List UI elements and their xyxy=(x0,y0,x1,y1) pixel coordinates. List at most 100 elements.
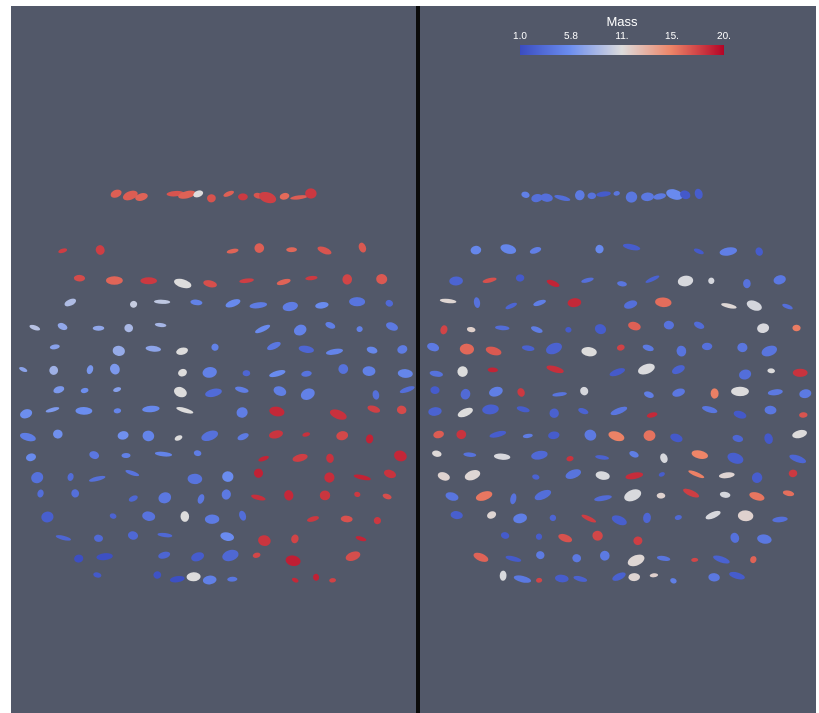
particle-blob xyxy=(708,573,720,582)
particle-blob xyxy=(324,472,335,483)
particle-blob xyxy=(624,300,638,309)
particle-blob xyxy=(555,574,569,583)
particle-blob xyxy=(154,322,167,328)
particle-blob xyxy=(325,322,336,329)
particle-blob xyxy=(596,191,611,197)
particle-blob xyxy=(789,454,807,464)
particle-blob xyxy=(140,277,157,285)
particle-blob xyxy=(433,430,444,439)
particle-blob xyxy=(153,571,162,579)
particle-blob xyxy=(653,193,666,200)
particle-blob xyxy=(482,277,497,283)
particle-blob xyxy=(340,515,353,523)
particle-blob xyxy=(691,557,699,562)
color-legend-tick-min: 1.0 xyxy=(513,31,527,42)
particle-blob xyxy=(290,195,308,200)
particle-blob xyxy=(533,299,546,307)
particle-blob xyxy=(202,367,217,378)
particle-blob xyxy=(355,536,367,542)
particle-blob xyxy=(595,244,604,254)
particle-blob xyxy=(191,552,204,562)
particle-blob xyxy=(365,434,374,444)
particle-blob xyxy=(536,551,545,560)
particle-blob xyxy=(646,412,658,418)
particle-blob xyxy=(145,345,161,352)
particle-blob xyxy=(124,323,133,333)
particle-blob xyxy=(227,576,238,582)
particle-blob xyxy=(554,195,571,201)
particle-blob xyxy=(680,190,691,200)
particle-blob xyxy=(517,388,525,397)
particle-blob xyxy=(301,370,312,377)
particle-blob xyxy=(670,578,677,584)
particle-blob xyxy=(362,366,376,377)
particle-blob xyxy=(450,511,463,520)
particle-blob xyxy=(594,495,612,502)
particle-blob xyxy=(536,577,543,583)
particle-blob xyxy=(269,406,285,417)
particle-blob xyxy=(282,301,298,312)
particle-blob xyxy=(55,535,71,541)
particle-blob xyxy=(574,190,585,201)
particle-blob xyxy=(239,510,247,521)
particle-blob xyxy=(609,368,625,377)
particle-blob xyxy=(565,469,582,479)
particle-blob xyxy=(782,490,795,497)
particle-blob xyxy=(531,194,543,203)
particle-blob xyxy=(489,386,503,397)
particle-blob xyxy=(710,388,719,399)
particle-blob xyxy=(372,390,380,400)
particle-blob xyxy=(608,431,625,442)
particle-blob xyxy=(482,404,499,415)
particle-blob xyxy=(94,534,103,542)
particle-blob xyxy=(430,386,440,395)
particle-blob xyxy=(73,274,86,282)
particle-blob xyxy=(546,365,564,374)
particle-blob xyxy=(319,490,331,501)
particle-blob xyxy=(534,489,552,501)
particle-blob xyxy=(782,303,793,310)
particle-blob xyxy=(592,530,603,541)
particle-blob xyxy=(705,510,721,520)
particle-blob xyxy=(580,386,589,396)
particle-blob xyxy=(190,299,203,306)
particle-blob xyxy=(95,245,105,255)
particle-blob xyxy=(313,573,320,581)
left-render-view[interactable] xyxy=(11,6,416,713)
mass-color-legend: Mass 1.0 5.8 11. 15. 20. xyxy=(513,12,731,58)
particle-blob xyxy=(513,575,532,583)
particle-blob xyxy=(505,555,522,562)
particle-blob xyxy=(222,471,234,482)
color-legend-gradient xyxy=(520,45,724,55)
particle-blob xyxy=(610,406,628,416)
particle-blob xyxy=(473,297,481,308)
particle-blob xyxy=(176,347,188,355)
particle-blob xyxy=(535,533,543,540)
particle-blob xyxy=(128,495,138,502)
particle-blob xyxy=(628,573,640,582)
right-render-view[interactable]: Mass 1.0 5.8 11. 15. 20. xyxy=(420,6,816,713)
particle-blob xyxy=(463,452,477,457)
particle-blob xyxy=(396,405,407,415)
particle-blob xyxy=(701,342,713,351)
particle-blob xyxy=(345,551,361,562)
particle-blob xyxy=(284,490,294,501)
particle-blob xyxy=(625,472,644,480)
particle-blob xyxy=(677,275,694,287)
particle-blob xyxy=(273,386,287,396)
particle-blob xyxy=(49,344,60,350)
particle-blob xyxy=(349,297,366,307)
particle-blob xyxy=(71,489,80,498)
particle-blob xyxy=(731,386,749,397)
particle-blob xyxy=(658,472,665,477)
particle-blob xyxy=(746,300,762,311)
particle-blob xyxy=(643,430,656,441)
particle-blob xyxy=(236,407,248,418)
particle-blob xyxy=(37,489,44,498)
particle-blob xyxy=(169,575,185,583)
particle-blob xyxy=(237,433,249,441)
particle-blob xyxy=(449,276,463,286)
particle-blob xyxy=(385,299,394,307)
view-divider[interactable] xyxy=(416,6,420,713)
particle-blob xyxy=(493,453,511,460)
